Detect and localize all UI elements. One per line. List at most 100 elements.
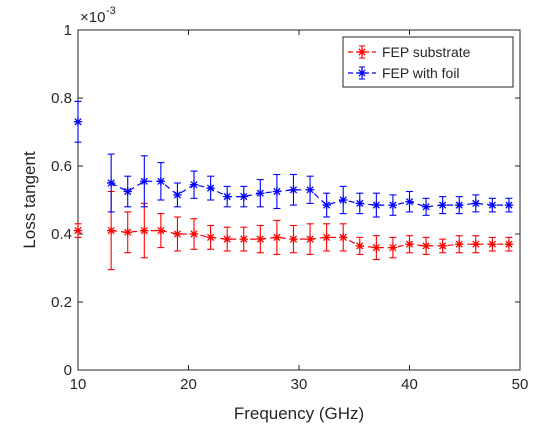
data-point — [289, 185, 298, 194]
data-point — [239, 192, 248, 201]
data-point — [504, 200, 514, 210]
marker-stroke — [124, 228, 132, 236]
data-point — [405, 197, 414, 206]
y-axis-label: Loss tangent — [20, 151, 39, 249]
data-point — [289, 234, 298, 244]
data-point — [272, 233, 282, 242]
data-point — [106, 226, 116, 235]
marker-stroke — [289, 186, 298, 194]
data-point — [222, 192, 232, 201]
data-point — [471, 199, 480, 208]
marker-stroke — [173, 191, 182, 199]
marker-stroke — [273, 187, 281, 196]
data-point — [421, 202, 431, 211]
data-point — [123, 187, 132, 196]
y-tick-label: 0.2 — [51, 294, 72, 311]
marker-stroke — [455, 201, 463, 209]
marker-stroke — [505, 201, 513, 209]
data-point — [156, 177, 166, 186]
series-fep-with-foil — [73, 100, 514, 218]
marker-stroke — [472, 199, 480, 208]
marker-stroke — [256, 235, 264, 243]
legend-entry: FEP with foil — [348, 65, 460, 81]
x-tick-label: 50 — [512, 376, 529, 393]
marker-stroke — [323, 201, 331, 209]
data-point — [73, 117, 83, 126]
marker-stroke — [74, 226, 82, 235]
data-point — [272, 187, 282, 196]
y-axis-multiplier: ×10 — [80, 9, 105, 26]
x-axis-label: Frequency (GHz) — [234, 404, 364, 423]
data-point — [488, 240, 497, 249]
data-point — [173, 190, 182, 200]
y-axis-multiplier-exponent: -3 — [106, 5, 116, 17]
data-point — [372, 243, 381, 252]
data-point — [339, 195, 348, 205]
data-point — [455, 240, 464, 249]
marker-stroke — [323, 233, 331, 242]
data-point — [173, 229, 182, 239]
marker-stroke — [190, 230, 198, 238]
marker-stroke — [256, 189, 264, 197]
data-point — [488, 200, 497, 210]
legend-box — [342, 36, 514, 88]
marker-stroke — [422, 203, 430, 211]
marker-stroke — [289, 235, 298, 243]
marker-stroke — [74, 118, 82, 126]
data-point — [106, 178, 116, 188]
data-point — [140, 226, 149, 235]
data-point — [504, 240, 514, 249]
data-point — [438, 200, 447, 210]
x-tick-label: 40 — [401, 376, 418, 393]
marker-stroke — [439, 201, 447, 209]
data-point — [222, 234, 232, 244]
data-point — [140, 177, 149, 186]
marker-stroke — [223, 235, 231, 243]
marker-stroke — [358, 69, 366, 77]
series-fep-substrate — [73, 190, 514, 271]
marker-stroke — [405, 198, 414, 206]
y-tick-label: 0 — [64, 362, 72, 379]
marker-stroke — [505, 240, 513, 248]
x-tick-label: 30 — [291, 376, 308, 393]
data-point — [438, 241, 447, 251]
marker-stroke — [140, 177, 148, 185]
legend: FEP substrate FEP with foil — [342, 36, 514, 88]
marker-stroke — [306, 186, 314, 194]
marker-stroke — [488, 240, 496, 248]
marker-stroke — [372, 201, 380, 209]
marker-stroke — [389, 201, 397, 209]
data-point — [455, 200, 464, 210]
marker-stroke — [306, 235, 314, 243]
marker-stroke — [339, 196, 347, 204]
data-point — [206, 233, 215, 242]
marker-stroke — [439, 242, 447, 250]
legend-marker — [357, 47, 367, 57]
marker-stroke — [488, 201, 496, 209]
tick-labels: 10 20 30 40 50 0 0.2 0.4 0.6 0.8 1 — [51, 22, 528, 393]
x-tick-label: 20 — [180, 376, 197, 393]
data-point — [256, 234, 265, 244]
y-tick-label: 0.6 — [51, 158, 72, 175]
marker-stroke — [107, 226, 115, 235]
marker-stroke — [389, 243, 397, 252]
data-point — [372, 200, 381, 210]
data-point — [123, 228, 132, 237]
marker-stroke — [206, 184, 215, 192]
data-point — [421, 241, 431, 251]
data-point — [471, 240, 480, 249]
marker-stroke — [240, 192, 248, 201]
data-point — [305, 185, 315, 194]
y-tick-label: 0.4 — [51, 226, 72, 243]
marker-stroke — [240, 235, 248, 243]
data-point — [388, 243, 398, 252]
marker-stroke — [358, 48, 366, 56]
legend-label: FEP with foil — [382, 65, 460, 81]
marker-stroke — [356, 199, 364, 208]
data-point — [73, 226, 83, 235]
data-point — [339, 233, 348, 242]
marker-stroke — [372, 243, 380, 252]
marker-stroke — [356, 242, 364, 250]
data-point — [355, 241, 364, 251]
